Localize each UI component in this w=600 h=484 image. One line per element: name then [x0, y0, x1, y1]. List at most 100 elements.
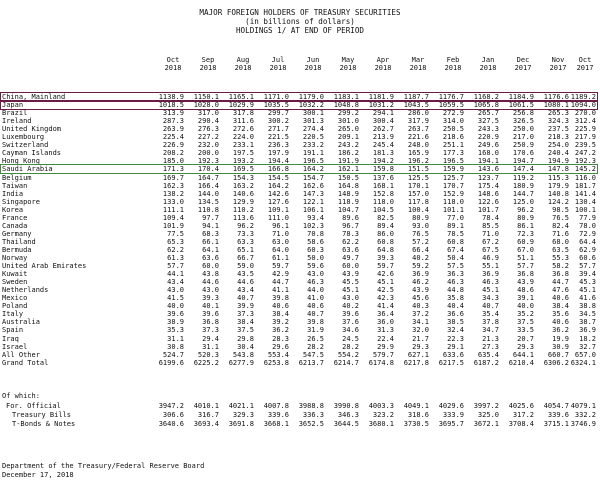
table-cell: 313.9 — [162, 109, 184, 118]
table-cell: 38.9 — [167, 318, 184, 327]
table-cell: 82.5 — [377, 213, 394, 222]
table-cell: 162.6 — [302, 181, 324, 190]
row-label: Thailand — [2, 237, 36, 246]
table-cell: 62.9 — [579, 245, 596, 254]
table-cell: 6253.8 — [263, 358, 289, 367]
table-cell: 86.0 — [377, 229, 394, 238]
table-cell: 543.8 — [232, 350, 254, 359]
table-cell: 6214.7 — [333, 358, 359, 367]
table-cell: 67.5 — [482, 245, 499, 254]
table-cell: 36.8 — [202, 318, 219, 327]
table-cell: 179.9 — [547, 181, 569, 190]
of-which-cell: 3691.8 — [228, 420, 254, 428]
table-cell: 55.1 — [482, 262, 499, 271]
row-label: Switzerland — [2, 141, 49, 150]
table-cell: 169.5 — [232, 165, 254, 174]
table-cell: 220.5 — [302, 133, 324, 142]
table-cell: 77.5 — [167, 229, 184, 238]
table-cell: 36.9 — [579, 326, 596, 335]
table-cell: 59.7 — [272, 262, 289, 271]
table-cell: 40.7 — [237, 294, 254, 303]
table-cell: 227.2 — [197, 133, 219, 142]
table-cell: 44.0 — [307, 286, 324, 295]
table-cell: 140.6 — [232, 189, 254, 198]
of-which-cell: 339.6 — [547, 411, 569, 419]
table-cell: 1150.1 — [193, 93, 219, 101]
table-cell: 68.3 — [202, 229, 219, 238]
table-cell: 154.7 — [302, 173, 324, 182]
table-cell: 1031.2 — [368, 101, 394, 110]
table-cell: 185.0 — [162, 157, 184, 166]
table-cell: 96.2 — [237, 221, 254, 230]
table-cell: 89.1 — [447, 221, 464, 230]
table-cell: 68.0 — [552, 237, 569, 246]
table-cell: 28.2 — [307, 342, 324, 351]
table-cell: 635.4 — [477, 350, 499, 359]
table-cell: 34.3 — [482, 294, 499, 303]
table-cell: 250.9 — [512, 141, 534, 150]
header-year: 2018 — [234, 64, 252, 72]
table-cell: 286.0 — [407, 109, 429, 118]
table-cell: 22.3 — [447, 334, 464, 343]
table-cell: 127.6 — [267, 197, 289, 206]
table-cell: 209.1 — [337, 133, 359, 142]
table-cell: 44.1 — [167, 270, 184, 279]
table-cell: 38.8 — [579, 302, 596, 311]
table-cell: 6199.6 — [158, 358, 184, 367]
table-cell: 151.5 — [407, 165, 429, 174]
table-cell: 175.4 — [477, 181, 499, 190]
table-cell: 1181.9 — [368, 93, 394, 101]
table-cell: 43.9 — [517, 278, 534, 287]
table-cell: 93.4 — [307, 213, 324, 222]
table-cell: 31.9 — [307, 326, 324, 335]
table-cell: 42.5 — [377, 286, 394, 295]
table-cell: 579.7 — [372, 350, 394, 359]
table-cell: 154.5 — [267, 173, 289, 182]
row-label: Iraq — [2, 334, 19, 343]
of-which-cell: 4079.1 — [570, 402, 596, 410]
header-year: 2017 — [514, 64, 532, 72]
table-cell: 22.4 — [377, 334, 394, 343]
table-cell: 181.7 — [574, 181, 596, 190]
table-cell: 1035.5 — [263, 101, 289, 110]
table-cell: 39.6 — [167, 310, 184, 319]
table-cell: 40.2 — [412, 254, 429, 262]
table-cell: 80.9 — [517, 213, 534, 222]
of-which-cell: 4025.6 — [508, 402, 534, 410]
row-label: Grand Total — [2, 358, 49, 367]
of-which-cell: 3693.4 — [193, 420, 219, 428]
table-cell: 166.8 — [267, 165, 289, 174]
table-cell: 39.6 — [342, 310, 359, 319]
table-cell: 300.4 — [372, 117, 394, 126]
header-month: Nov — [551, 56, 565, 64]
table-cell: 42.6 — [377, 270, 394, 279]
table-cell: 40.0 — [517, 302, 534, 311]
table-cell: 65.1 — [237, 245, 254, 254]
table-cell: 265.0 — [337, 125, 359, 134]
table-cell: 30.9 — [552, 342, 569, 351]
table-cell: 147.3 — [302, 189, 324, 198]
table-cell: 1189.2 — [570, 93, 596, 101]
table-cell: 46.3 — [482, 278, 499, 287]
table-cell: 245.4 — [372, 141, 394, 150]
table-cell: 55.3 — [552, 254, 569, 262]
table-cell: 152.8 — [372, 189, 394, 198]
header-year: 2018 — [164, 64, 182, 72]
table-cell: 547.5 — [302, 350, 324, 359]
table-cell: 51.1 — [517, 254, 534, 262]
table-cell: 73.3 — [237, 229, 254, 238]
table-cell: 144.7 — [512, 189, 534, 198]
table-cell: 553.4 — [267, 350, 289, 359]
table-cell: 38.4 — [237, 318, 254, 327]
table-cell: 89.4 — [377, 221, 394, 230]
table-cell: 100.4 — [407, 205, 429, 214]
table-cell: 263.7 — [407, 125, 429, 134]
table-cell: 101.9 — [162, 221, 184, 230]
table-cell: 145.2 — [574, 165, 596, 174]
table-cell: 27.3 — [482, 342, 499, 351]
table-cell: 144.0 — [197, 189, 219, 198]
table-cell: 250.0 — [512, 125, 534, 134]
table-cell: 192.3 — [574, 157, 596, 166]
table-cell: 29.9 — [377, 342, 394, 351]
table-cell: 57.7 — [517, 262, 534, 271]
